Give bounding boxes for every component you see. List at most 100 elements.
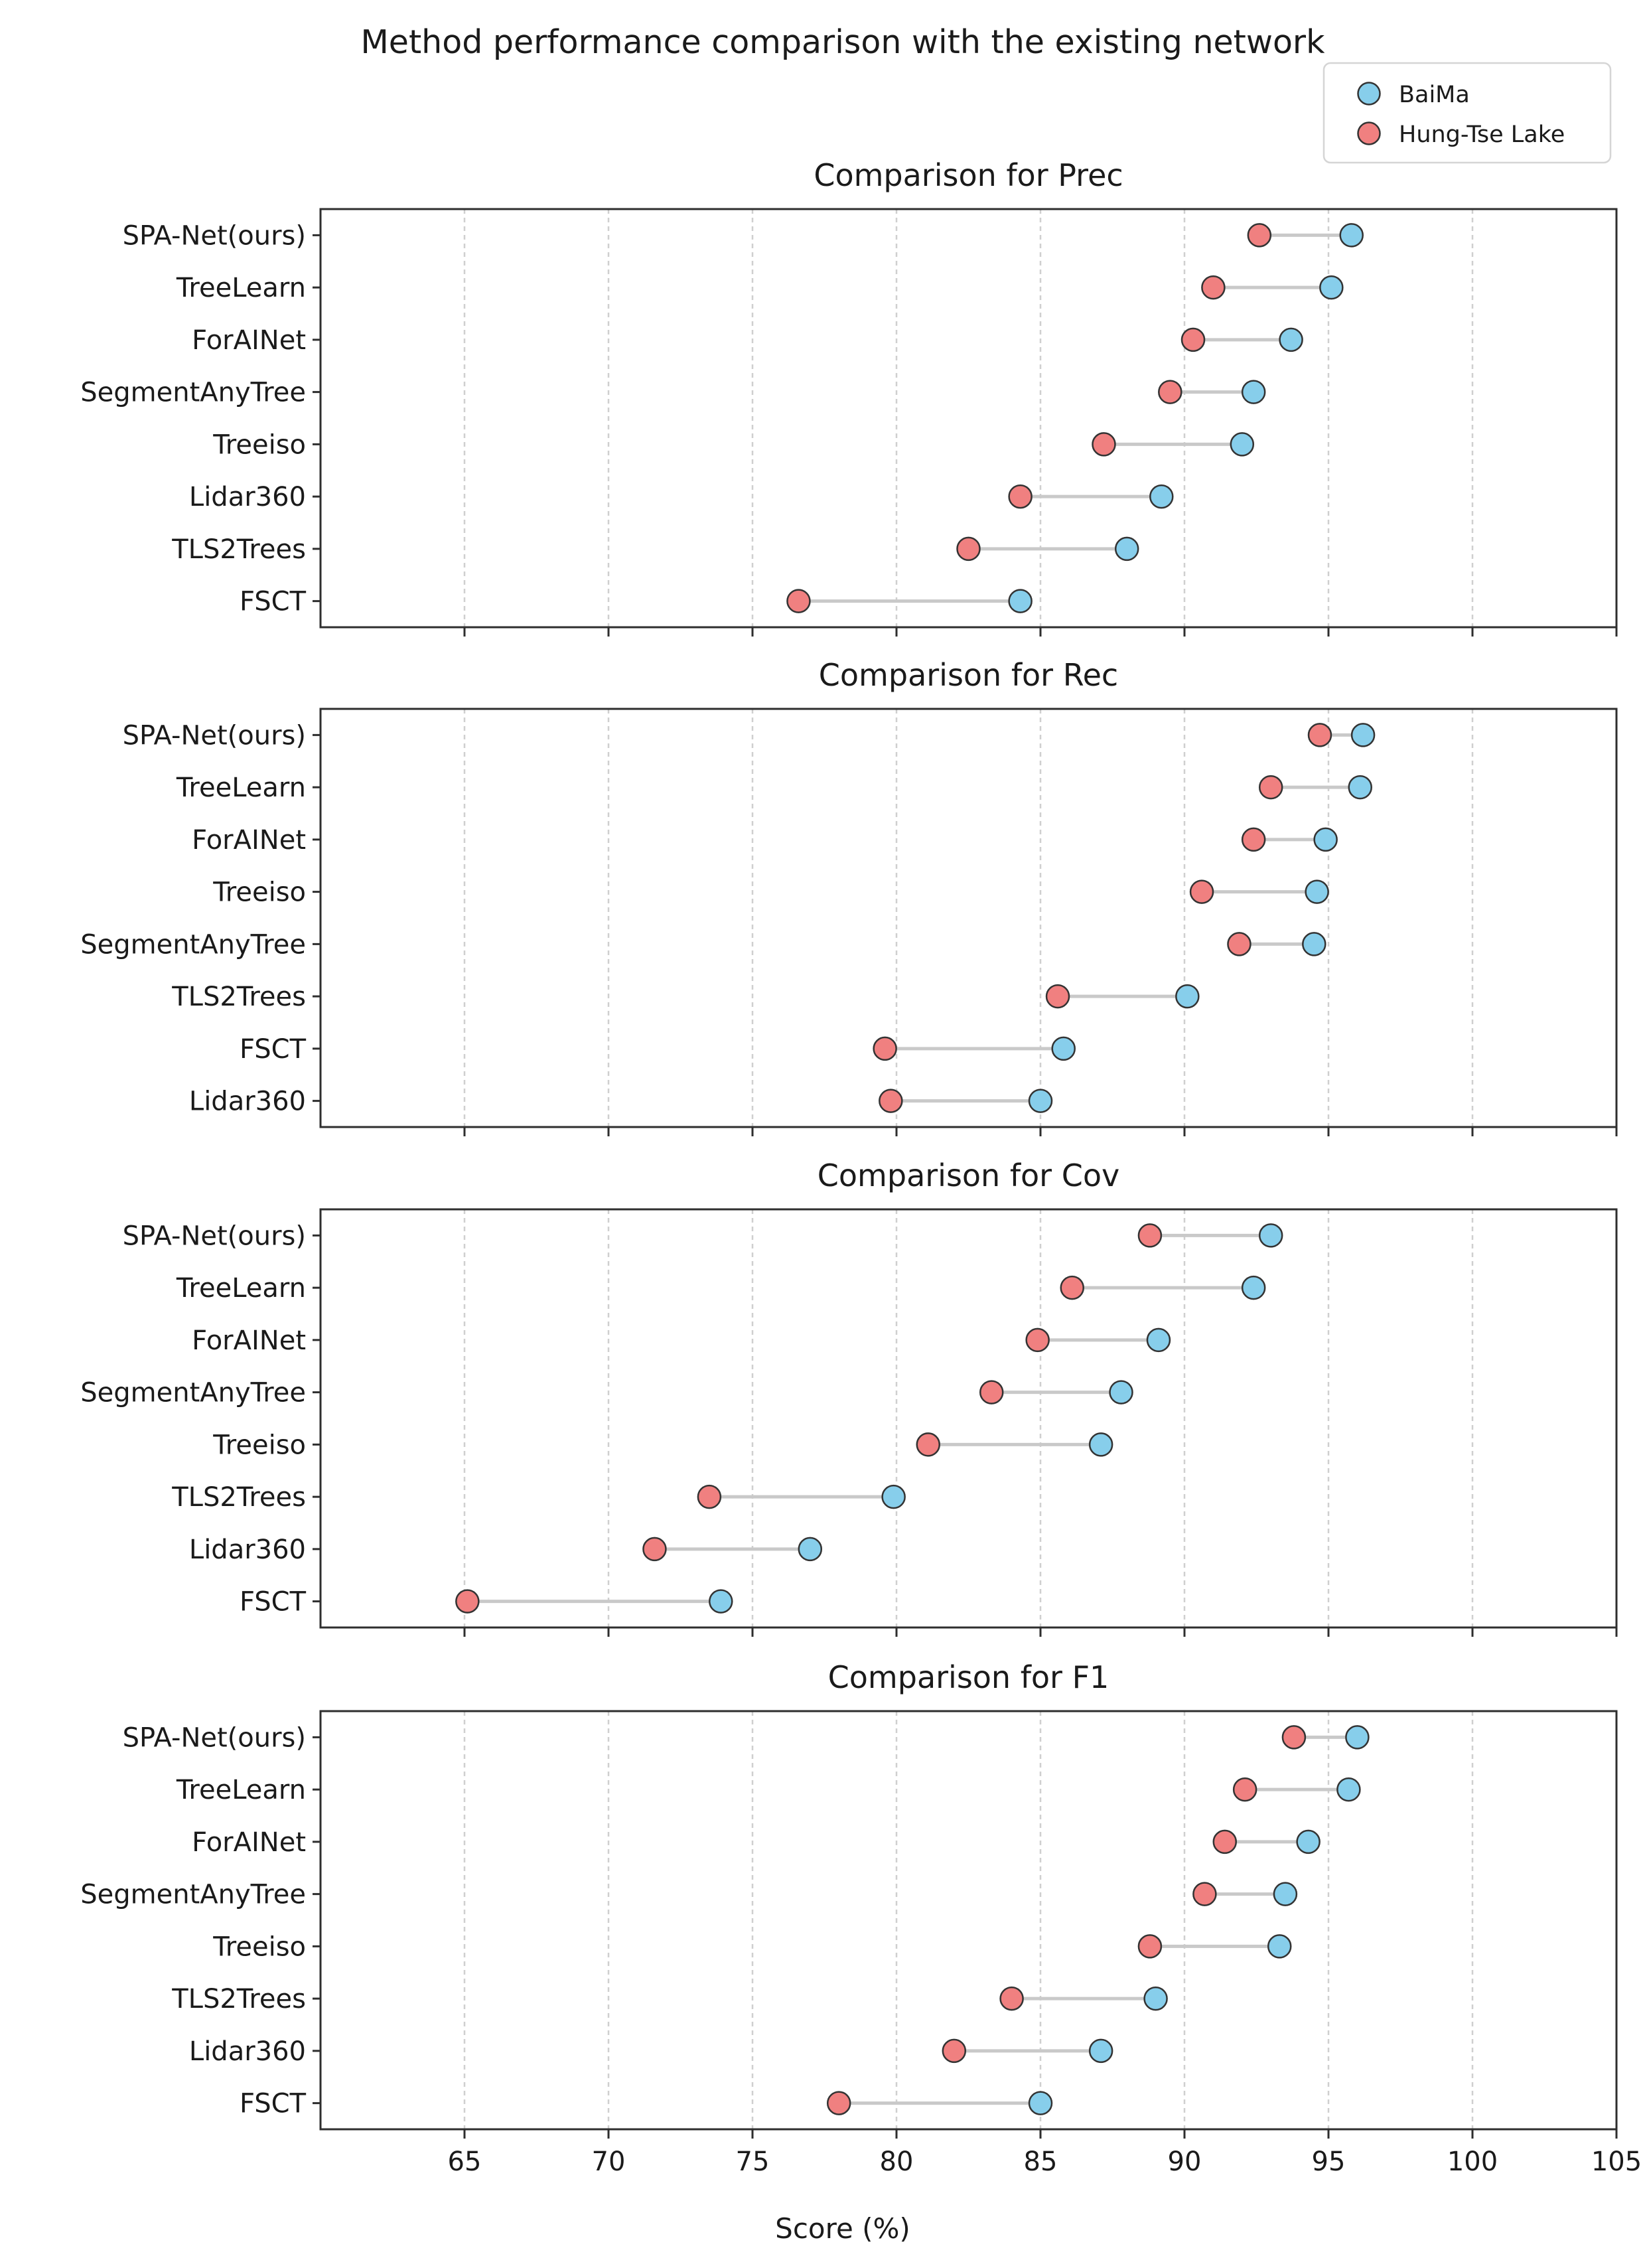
hungtse-dot <box>879 1089 903 1113</box>
dumbbell-row <box>1137 1223 1283 1248</box>
baima-dot <box>881 1484 906 1509</box>
method-label: TreeLearn <box>176 773 306 803</box>
baima-dot <box>1267 1934 1292 1959</box>
baima-dot <box>1319 275 1344 300</box>
hungtse-dot <box>1307 723 1332 747</box>
baima-dot <box>1114 536 1139 562</box>
hungtse-dot <box>1247 223 1272 248</box>
subplot-prec: Comparison for Prec SPA-Net(ours) TreeLear… <box>80 157 1618 637</box>
hungtse-dot <box>1137 1934 1163 1959</box>
hungtse-dot <box>1045 984 1070 1009</box>
baima-dot <box>1088 2038 1113 2064</box>
hungtse-dot <box>1227 932 1252 956</box>
method-label: FSCT <box>240 2089 307 2119</box>
dumbbell-row <box>1192 1882 1298 1906</box>
baima-dot <box>709 1589 733 1614</box>
method-label: ForAINet <box>192 1325 306 1356</box>
baima-dot <box>1345 1725 1370 1750</box>
method-label: SegmentAnyTree <box>80 378 306 408</box>
baima-dot <box>1175 984 1200 1009</box>
baima-dot <box>1109 1380 1133 1404</box>
hungtse-dot <box>1212 1829 1238 1854</box>
method-label: TLS2Trees <box>171 1984 306 2014</box>
method-label: Treeiso <box>212 1430 306 1460</box>
baima-dot <box>1241 380 1266 404</box>
method-label: SegmentAnyTree <box>80 929 306 960</box>
baima-dot <box>1258 1223 1283 1248</box>
subplot-f1: Comparison for F1 65 70 75 80 85 90 95 100 105 SPA… <box>80 1659 1642 2177</box>
hungtse-dot <box>1180 327 1206 352</box>
x-tick-label: 80 <box>880 2147 914 2177</box>
method-label: Treeiso <box>212 877 306 908</box>
dumbbell-row <box>1241 827 1338 852</box>
dumbbell-row <box>1258 775 1372 800</box>
dumbbell-row <box>1189 879 1329 904</box>
hungtse-dot <box>979 1380 1004 1404</box>
dumbbell-row <box>1307 723 1376 747</box>
dumbbell-row <box>942 2038 1113 2064</box>
dumbbell-row <box>1232 1777 1361 1802</box>
method-label: ForAINet <box>192 825 306 856</box>
subplot-rec: Comparison for Rec SPA-Net(ours) TreeLearn… <box>80 657 1618 1136</box>
dumbbell-row <box>956 536 1139 562</box>
hungtse-dot <box>1241 827 1266 852</box>
legend-label-baima: BaiMa <box>1399 82 1470 108</box>
baima-dot <box>1348 775 1372 800</box>
dumbbell-row <box>1201 275 1344 300</box>
x-tick-label: 75 <box>736 2147 770 2177</box>
baima-dot <box>1350 723 1376 747</box>
subplot-title: Comparison for F1 <box>828 1659 1109 1695</box>
hungtse-dot <box>1137 1223 1163 1248</box>
method-label: Lidar360 <box>189 2036 306 2067</box>
baima-dot <box>1339 223 1364 248</box>
baima-dot <box>1313 827 1338 852</box>
baima-dot <box>1305 879 1329 904</box>
baima-dot <box>1241 1275 1266 1300</box>
hungtse-dot <box>1201 275 1226 300</box>
method-label: Treeiso <box>212 429 306 460</box>
legend-marker-hungtse-icon <box>1357 121 1381 145</box>
baima-dot <box>1302 932 1326 956</box>
dumbbell-row <box>1092 432 1255 457</box>
hungtse-dot <box>1258 775 1283 800</box>
dumbbell-row <box>642 1537 823 1562</box>
dumbbell-row <box>826 2091 1053 2115</box>
baima-dot <box>1008 589 1033 613</box>
axes-frame <box>319 208 1618 629</box>
hungtse-dot <box>1158 380 1182 404</box>
axes-frame <box>319 1710 1618 2131</box>
method-label: Lidar360 <box>189 1087 306 1117</box>
subplot-title: Comparison for Cov <box>818 1158 1119 1193</box>
dumbbell-row <box>916 1432 1113 1457</box>
method-label: Lidar360 <box>189 482 306 512</box>
subplots: Comparison for Prec SPA-Net(ours) TreeLear… <box>80 157 1642 2177</box>
hungtse-dot <box>455 1589 480 1614</box>
legend: BaiMa Hung-Tse Lake <box>1323 62 1612 164</box>
baima-dot <box>798 1537 823 1562</box>
method-label: Lidar360 <box>189 1535 306 1565</box>
dumbbell-row <box>697 1484 906 1509</box>
hungtse-dot <box>1008 484 1033 509</box>
baima-dot <box>1028 1089 1053 1113</box>
dumbbell-row <box>1281 1725 1370 1750</box>
dumbbell-row <box>1045 984 1200 1009</box>
baima-dot <box>1273 1882 1298 1906</box>
dumbbell-row <box>1227 932 1326 956</box>
x-tick-label: 100 <box>1447 2147 1498 2177</box>
dumbbell-row <box>1212 1829 1321 1854</box>
dumbbell-row <box>999 1986 1168 2011</box>
hungtse-dot <box>826 2091 851 2115</box>
method-label: TreeLearn <box>176 1273 306 1304</box>
hungtse-dot <box>956 536 981 562</box>
baima-dot <box>1149 484 1174 509</box>
x-tick-label: 105 <box>1591 2147 1642 2177</box>
hungtse-dot <box>1192 1882 1217 1906</box>
baima-dot <box>1336 1777 1361 1802</box>
method-label: FSCT <box>240 587 307 617</box>
method-label: SPA-Net(ours) <box>123 1722 306 1753</box>
method-label: FSCT <box>240 1587 307 1618</box>
baima-dot <box>1088 1432 1113 1457</box>
legend-label-hungtse: Hung-Tse Lake <box>1399 121 1565 148</box>
dumbbell-row <box>1180 327 1303 352</box>
